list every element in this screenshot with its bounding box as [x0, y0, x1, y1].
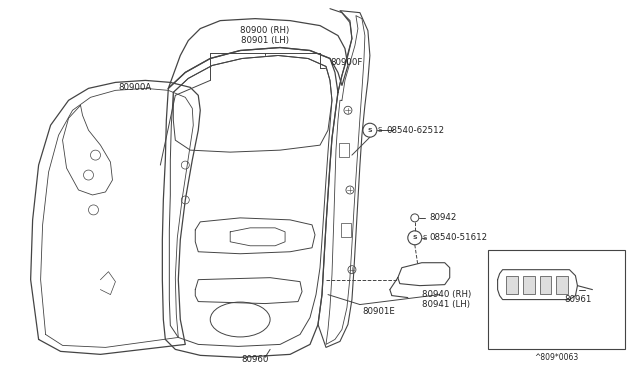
- Bar: [488, 250, 625, 349]
- Text: 80961: 80961: [564, 295, 592, 304]
- Bar: [506, 276, 518, 294]
- Text: 80901E: 80901E: [362, 307, 395, 316]
- Text: S: S: [413, 235, 417, 240]
- Text: ^809*0063: ^809*0063: [534, 353, 579, 362]
- Text: S: S: [423, 235, 427, 241]
- Bar: [540, 276, 552, 294]
- Bar: [341, 223, 351, 237]
- Text: S: S: [367, 128, 372, 133]
- Text: 80960: 80960: [241, 355, 269, 364]
- Text: 80901 (LH): 80901 (LH): [241, 36, 289, 45]
- Text: 80942: 80942: [430, 214, 457, 222]
- Text: S: S: [378, 127, 382, 133]
- Bar: [557, 276, 568, 294]
- Bar: [339, 143, 349, 157]
- Text: 08540-62512: 08540-62512: [387, 126, 445, 135]
- Text: 08540-51612: 08540-51612: [430, 233, 488, 242]
- Text: 80900F: 80900F: [330, 58, 362, 67]
- Bar: [522, 276, 534, 294]
- Text: 80900 (RH): 80900 (RH): [241, 26, 290, 35]
- Text: 80940 (RH): 80940 (RH): [422, 290, 471, 299]
- Text: 80941 (LH): 80941 (LH): [422, 300, 470, 309]
- Text: 80900A: 80900A: [118, 83, 152, 92]
